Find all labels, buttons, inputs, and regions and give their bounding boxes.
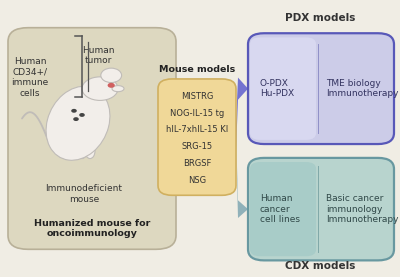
Text: MISTRG: MISTRG [181, 92, 213, 101]
Text: PDX models: PDX models [285, 13, 355, 23]
FancyBboxPatch shape [250, 162, 316, 256]
Text: TME biology
Immunotherapy: TME biology Immunotherapy [326, 79, 398, 98]
Text: Human
tumor: Human tumor [82, 46, 114, 65]
Ellipse shape [82, 77, 118, 100]
Circle shape [71, 109, 77, 113]
Text: Immunodeficient
mouse: Immunodeficient mouse [46, 184, 122, 204]
Text: Humanized mouse for
oncoimmunology: Humanized mouse for oncoimmunology [34, 219, 150, 238]
Text: SRG-15: SRG-15 [182, 142, 212, 151]
Ellipse shape [85, 143, 95, 158]
Polygon shape [236, 133, 248, 218]
Text: NOG-IL-15 tg: NOG-IL-15 tg [170, 109, 224, 118]
Text: NSG: NSG [188, 176, 206, 185]
Ellipse shape [112, 86, 124, 92]
Text: O-PDX
Hu-PDX: O-PDX Hu-PDX [260, 79, 294, 98]
Circle shape [79, 113, 85, 117]
Text: CDX models: CDX models [285, 261, 355, 271]
Circle shape [101, 68, 122, 83]
Ellipse shape [46, 86, 110, 160]
Text: Human
cancer
cell lines: Human cancer cell lines [260, 194, 300, 224]
FancyBboxPatch shape [158, 79, 236, 195]
Text: BRGSF: BRGSF [183, 159, 211, 168]
Text: Human
CD34+/
immune
cells: Human CD34+/ immune cells [11, 57, 49, 98]
Polygon shape [236, 78, 248, 151]
Text: Basic cancer
immunology
Immunotherapy: Basic cancer immunology Immunotherapy [326, 194, 398, 224]
FancyBboxPatch shape [248, 158, 394, 260]
Circle shape [108, 83, 115, 88]
FancyBboxPatch shape [250, 37, 316, 140]
Text: hIL-7xhIL-15 KI: hIL-7xhIL-15 KI [166, 125, 228, 134]
Circle shape [73, 117, 79, 121]
FancyBboxPatch shape [248, 33, 394, 144]
Ellipse shape [77, 143, 87, 158]
FancyBboxPatch shape [8, 28, 176, 249]
Text: Mouse models: Mouse models [159, 65, 235, 74]
Ellipse shape [55, 141, 69, 158]
